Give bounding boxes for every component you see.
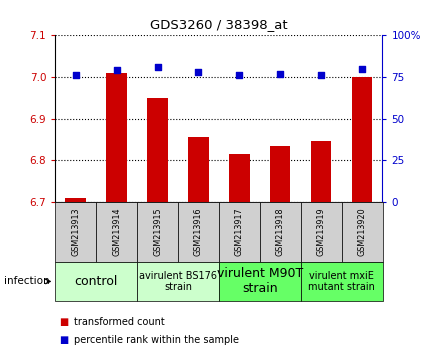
Bar	[260, 202, 300, 262]
Text: ■: ■	[60, 335, 69, 345]
Point	[72, 73, 79, 78]
Text: avirulent BS176
strain: avirulent BS176 strain	[139, 270, 217, 292]
Bar	[219, 202, 260, 262]
Text: control: control	[74, 275, 118, 288]
Point	[113, 68, 120, 73]
Point	[359, 66, 366, 72]
Text: GSM213916: GSM213916	[194, 207, 203, 256]
Bar	[229, 154, 249, 202]
Point	[154, 64, 161, 70]
Text: GSM213917: GSM213917	[235, 207, 244, 256]
Bar	[178, 202, 219, 262]
Bar	[270, 145, 290, 202]
Bar	[219, 262, 300, 301]
Bar	[300, 262, 382, 301]
Point	[277, 71, 283, 76]
Text: GSM213913: GSM213913	[71, 207, 80, 256]
Text: percentile rank within the sample: percentile rank within the sample	[74, 335, 239, 345]
Text: virulent mxiE
mutant strain: virulent mxiE mutant strain	[308, 270, 375, 292]
Bar	[188, 137, 209, 202]
Point	[195, 69, 202, 75]
Bar	[311, 142, 332, 202]
Bar	[300, 202, 342, 262]
Bar	[55, 202, 96, 262]
Text: GSM213918: GSM213918	[276, 207, 285, 256]
Text: ■: ■	[60, 317, 69, 327]
Bar	[137, 202, 178, 262]
Text: GSM213915: GSM213915	[153, 207, 162, 256]
Bar	[342, 202, 383, 262]
Title: GDS3260 / 38398_at: GDS3260 / 38398_at	[150, 18, 288, 32]
Point	[318, 73, 325, 78]
Text: GSM213919: GSM213919	[317, 207, 326, 256]
Text: transformed count: transformed count	[74, 317, 165, 327]
Bar	[55, 262, 137, 301]
Text: GSM213920: GSM213920	[357, 207, 366, 256]
Bar	[65, 198, 86, 202]
Bar	[352, 77, 372, 202]
Bar	[96, 202, 137, 262]
Point	[236, 73, 243, 78]
Bar	[147, 98, 168, 202]
Text: infection: infection	[4, 276, 50, 286]
Text: GSM213914: GSM213914	[112, 207, 121, 256]
Text: virulent M90T
strain: virulent M90T strain	[217, 267, 303, 296]
Bar	[106, 73, 127, 202]
Bar	[137, 262, 219, 301]
